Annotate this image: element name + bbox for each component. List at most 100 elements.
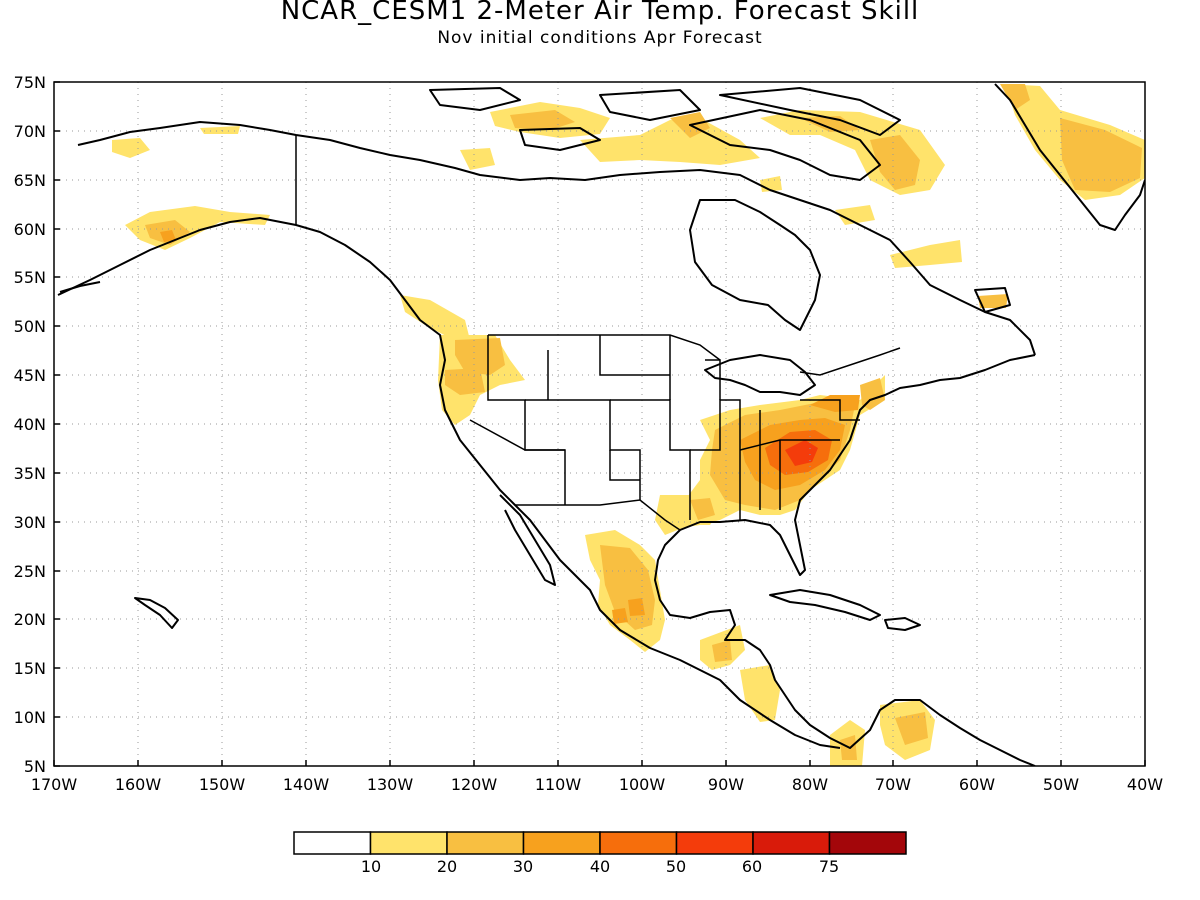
- skill-area-greenland-north: [1000, 84, 1030, 110]
- color-legend: [293, 831, 907, 855]
- coast-hispaniola: [884, 617, 921, 631]
- lat-label: 5N: [24, 757, 46, 776]
- lon-label: 150W: [199, 775, 246, 794]
- skill-area-arctic-small3: [200, 126, 240, 134]
- skill-area-quebec: [835, 205, 875, 225]
- lon-label: 50W: [1043, 775, 1079, 794]
- lon-label: 110W: [535, 775, 582, 794]
- border-us-mexico: [515, 499, 681, 531]
- legend-swatch: [369, 831, 448, 855]
- lat-label: 55N: [14, 268, 46, 287]
- border-states-1: [487, 335, 566, 505]
- border-states-6: [739, 410, 840, 510]
- lon-label: 80W: [792, 775, 828, 794]
- skill-area-gulf-core: [690, 498, 715, 520]
- coast-island-ellesmere: [719, 87, 901, 136]
- border-states-7: [469, 335, 671, 481]
- color-legend-labels: 10 20 30 40 50 60 75: [361, 857, 839, 876]
- legend-label: 40: [590, 857, 610, 876]
- skill-area-arctic-west-core: [510, 110, 575, 130]
- lon-label: 160W: [115, 775, 162, 794]
- skill-area-mexico-hot: [612, 608, 628, 624]
- skill-area-alaska-hot: [160, 230, 176, 242]
- legend-swatch: [522, 831, 601, 855]
- border-states-3: [547, 335, 670, 400]
- skill-area-arctic-east-core: [870, 135, 920, 190]
- border-states-4: [610, 399, 691, 520]
- lat-label: 45N: [14, 366, 46, 385]
- coast-island-2: [519, 127, 601, 151]
- skill-area-central-america-core: [712, 640, 732, 662]
- lat-label: 20N: [14, 610, 46, 629]
- coast-alaska-south-pacific: [57, 217, 841, 749]
- coast-island-newfoundland: [974, 287, 1011, 313]
- lat-label: 25N: [14, 562, 46, 581]
- skill-area-arctic-small1: [460, 148, 495, 170]
- lon-label: 90W: [708, 775, 744, 794]
- lon-label: 140W: [283, 775, 330, 794]
- coast-baja: [499, 494, 556, 586]
- skill-area-arctic-mid: [580, 118, 760, 165]
- lat-label: 10N: [14, 708, 46, 727]
- skill-area-south-america-east-core: [895, 712, 928, 745]
- tick-marks: [53, 81, 1146, 767]
- border-states-8: [705, 359, 860, 421]
- graticule: [54, 82, 1145, 766]
- lat-label: 70N: [14, 122, 46, 141]
- coast-canada-north: [295, 134, 1036, 356]
- lat-label: 15N: [14, 659, 46, 678]
- lat-label: 60N: [14, 220, 46, 239]
- legend-label: 60: [742, 857, 762, 876]
- legend-swatch: [446, 831, 525, 855]
- lat-label: 65N: [14, 171, 46, 190]
- lat-label: 50N: [14, 317, 46, 336]
- lon-label: 100W: [619, 775, 666, 794]
- coast-cuba: [769, 589, 881, 621]
- coast-alaska-penin: [59, 281, 101, 293]
- lat-labels: 75N 70N 65N 60N 55N 50N 45N 40N 35N 30N …: [14, 73, 46, 776]
- legend-label: 20: [437, 857, 457, 876]
- skill-area-alaska-west: [112, 138, 150, 158]
- legend-swatch: [293, 831, 372, 855]
- coast-alaska-west: [77, 121, 297, 146]
- legend-swatch: [828, 831, 907, 855]
- lon-label: 40W: [1127, 775, 1163, 794]
- page-subtitle: Nov initial conditions Apr Forecast: [437, 28, 763, 48]
- political-borders: [295, 135, 901, 531]
- coast-hawaii: [134, 597, 179, 629]
- skill-area-arctic-east2: [800, 116, 860, 132]
- coast-hudson-bay: [689, 199, 821, 331]
- lon-label: 170W: [31, 775, 78, 794]
- map-background: [54, 82, 1145, 766]
- lat-label: 30N: [14, 513, 46, 532]
- legend-swatch: [675, 831, 754, 855]
- coastlines: [57, 83, 1145, 766]
- lon-label: 120W: [451, 775, 498, 794]
- skill-area-greenland-core: [1060, 118, 1142, 192]
- border-us-canada: [488, 334, 901, 376]
- legend-label: 50: [666, 857, 686, 876]
- coast-island-3: [599, 89, 701, 121]
- lon-label: 130W: [367, 775, 414, 794]
- coast-atlantic: [654, 354, 1036, 766]
- lat-label: 40N: [14, 415, 46, 434]
- legend-label: 75: [819, 857, 839, 876]
- legend-label: 30: [513, 857, 533, 876]
- legend-swatch: [752, 831, 831, 855]
- coast-greenland: [994, 83, 1145, 231]
- skill-area-new-england: [860, 378, 885, 410]
- skill-area-pnw-core: [455, 338, 505, 375]
- skill-area-southeast-hot: [785, 440, 818, 466]
- lat-label: 75N: [14, 73, 46, 92]
- coast-great-lakes: [704, 354, 816, 396]
- legend-swatch: [599, 831, 678, 855]
- skill-area-newfoundland: [978, 294, 1008, 308]
- lon-label: 70W: [875, 775, 911, 794]
- lon-labels: 170W 160W 150W 140W 130W 120W 110W 100W …: [31, 775, 1163, 794]
- lon-label: 60W: [959, 775, 995, 794]
- coast-island-baffin: [689, 109, 881, 181]
- legend-label: 10: [361, 857, 381, 876]
- skill-area-mexico-hot2: [628, 598, 645, 616]
- skill-area-central-america-2: [740, 665, 780, 722]
